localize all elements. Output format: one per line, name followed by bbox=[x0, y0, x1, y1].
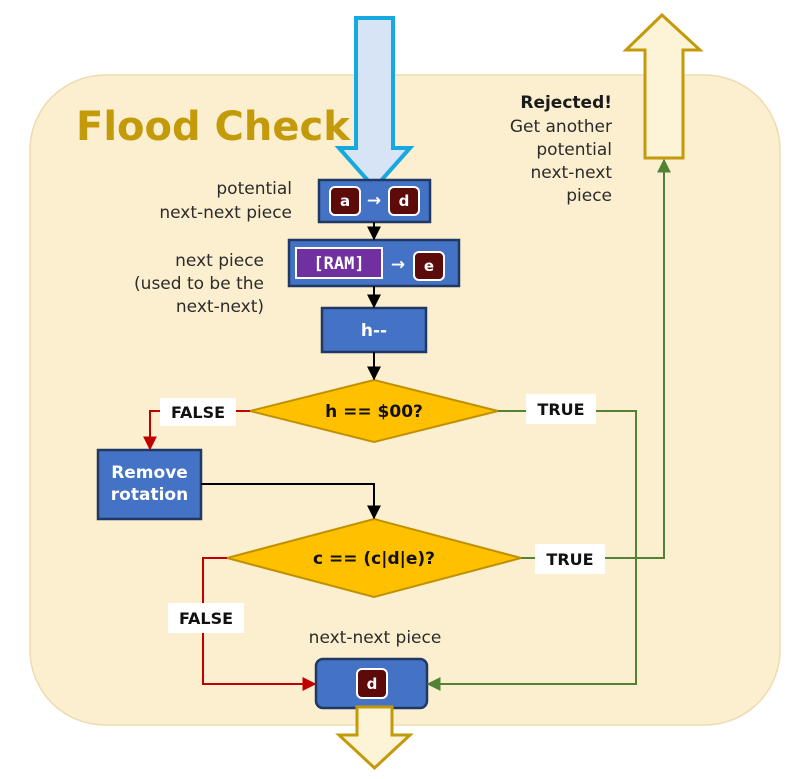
next-next-piece-label: next-next piece bbox=[309, 628, 442, 648]
rejected-line-4: piece bbox=[566, 186, 612, 206]
remove-rotation-line-1: Remove bbox=[111, 463, 188, 483]
h-true-label: TRUE bbox=[537, 400, 584, 419]
potential-label-line-2: next-next piece bbox=[159, 203, 292, 223]
piece-e-label: e bbox=[424, 257, 434, 275]
next-piece-label-line-1: next piece bbox=[175, 251, 264, 271]
piece-d-tile bbox=[388, 186, 420, 216]
decrement-h-label: h-- bbox=[361, 321, 387, 341]
c-match-decision bbox=[223, 517, 525, 599]
result-piece-d-tile bbox=[356, 668, 388, 699]
potential-label-line-1: potential bbox=[216, 179, 292, 199]
ram-tile bbox=[295, 247, 383, 279]
rejected-heading: Rejected! bbox=[520, 93, 612, 113]
rejected-line-3: next-next bbox=[531, 163, 613, 183]
c-false-label-box bbox=[168, 603, 244, 633]
h-false-label: FALSE bbox=[171, 403, 225, 422]
remove-rotation-box bbox=[96, 448, 203, 521]
rejected-line-2: potential bbox=[536, 140, 612, 160]
potential-arrow-glyph: → bbox=[367, 191, 381, 211]
next-piece-label-line-2: (used to be the bbox=[134, 274, 264, 294]
next-piece-label-line-3: next-next) bbox=[176, 297, 264, 317]
c-false-label: FALSE bbox=[179, 609, 233, 628]
h-false-label-box bbox=[160, 398, 236, 426]
c-true-label: TRUE bbox=[546, 550, 593, 569]
output-arrow bbox=[335, 705, 414, 771]
h-true-label-box bbox=[526, 394, 596, 424]
diagram-title: Flood Check bbox=[76, 104, 351, 150]
input-arrow bbox=[334, 16, 415, 192]
connector-remove-rotation-to-decision bbox=[201, 483, 381, 520]
result-piece-d-label: d bbox=[367, 675, 378, 693]
rejected-output-arrow bbox=[622, 12, 704, 160]
piece-e-tile bbox=[413, 251, 445, 281]
piece-d-label: d bbox=[399, 192, 410, 210]
c-true-label-box bbox=[535, 544, 605, 574]
h-zero-decision-label: h == $00? bbox=[325, 402, 423, 422]
next-arrow-glyph: → bbox=[391, 255, 405, 275]
piece-a-label: a bbox=[340, 192, 350, 210]
ram-label: [RAM] bbox=[313, 254, 364, 274]
c-match-decision-label: c == (c|d|e)? bbox=[313, 549, 435, 569]
remove-rotation-line-2: rotation bbox=[111, 485, 188, 505]
rejected-line-1: Get another bbox=[510, 117, 612, 137]
h-zero-decision bbox=[249, 378, 499, 444]
piece-a-tile bbox=[329, 186, 361, 216]
